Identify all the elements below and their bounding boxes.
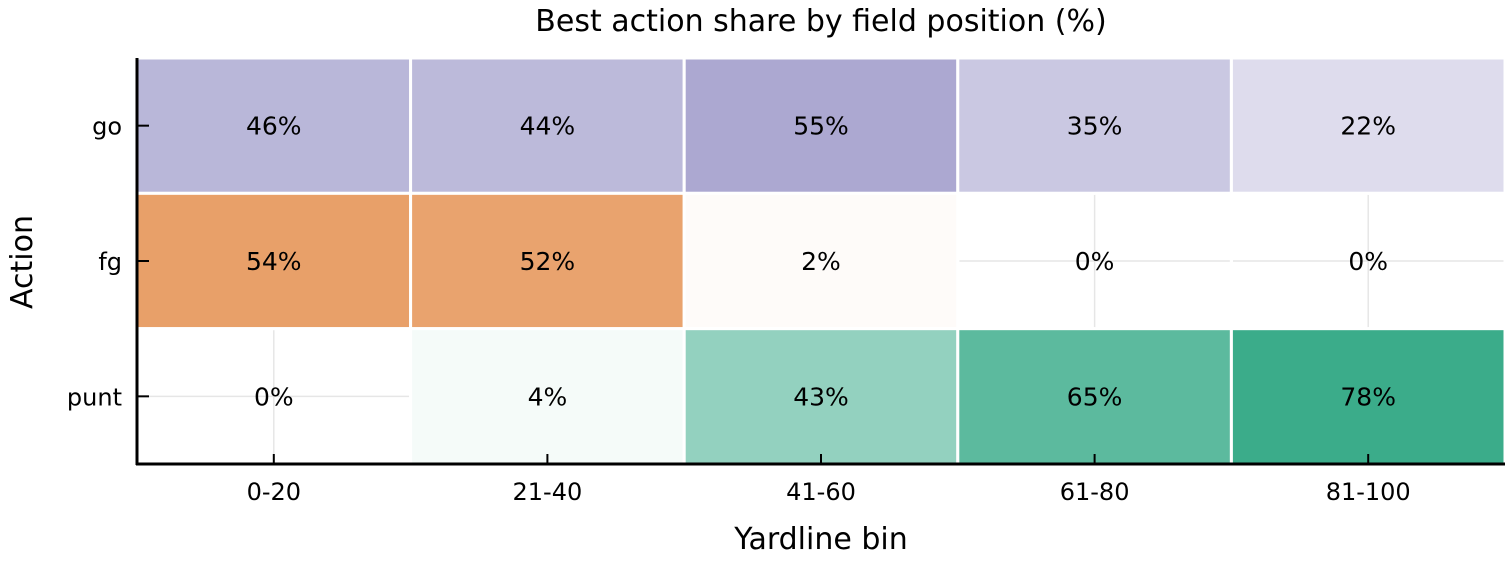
heatmap-cell	[409, 191, 686, 331]
y-tick-label: fg	[98, 248, 122, 276]
cell-value-label: 0%	[1348, 247, 1388, 276]
cell-value-label: 55%	[793, 112, 849, 141]
y-axis-label: Action	[5, 215, 40, 309]
cell-value-label: 0%	[1075, 247, 1115, 276]
heatmap-cell	[682, 191, 960, 331]
heatmap-cell	[682, 327, 960, 466]
cell-value-label: 0%	[254, 382, 294, 411]
cell-value-label: 46%	[246, 112, 302, 141]
cell-value-label: 43%	[793, 382, 849, 411]
y-tick-label: punt	[67, 383, 122, 411]
cell-value-label: 4%	[528, 382, 568, 411]
x-tick-label: 61-80	[1060, 478, 1130, 506]
cell-value-label: 65%	[1067, 382, 1123, 411]
cell-value-label: 35%	[1067, 112, 1123, 141]
heatmap-cell	[1229, 56, 1507, 195]
heatmap-cell	[409, 327, 686, 466]
cell-value-label: 54%	[246, 247, 302, 276]
x-tick-label: 81-100	[1326, 478, 1411, 506]
heatmap-cell	[135, 191, 413, 331]
heatmap-cells	[135, 56, 1507, 466]
x-tick-label: 41-60	[786, 478, 856, 506]
y-tick-label: go	[92, 113, 122, 141]
heatmap-cell	[956, 327, 1233, 466]
axes: 0-20 21-40 41-60 61-80 81-100 go fg punt	[67, 58, 1505, 506]
cell-value-label: 78%	[1340, 382, 1396, 411]
cell-value-label: 44%	[520, 112, 576, 141]
cell-value-label: 52%	[520, 247, 576, 276]
heatmap-cell	[1229, 327, 1507, 466]
x-tick-label: 0-20	[247, 478, 301, 506]
x-axis-label: Yardline bin	[733, 522, 908, 557]
cell-value-label: 2%	[801, 247, 841, 276]
chart-title: Best action share by field position (%)	[535, 4, 1106, 39]
cell-labels: 46% 44% 55% 35% 22% 54% 52% 2% 0% 0% 0% 4% 43% 65% 78%	[246, 112, 1396, 412]
cell-value-label: 22%	[1340, 112, 1396, 141]
x-tick-label: 21-40	[513, 478, 583, 506]
